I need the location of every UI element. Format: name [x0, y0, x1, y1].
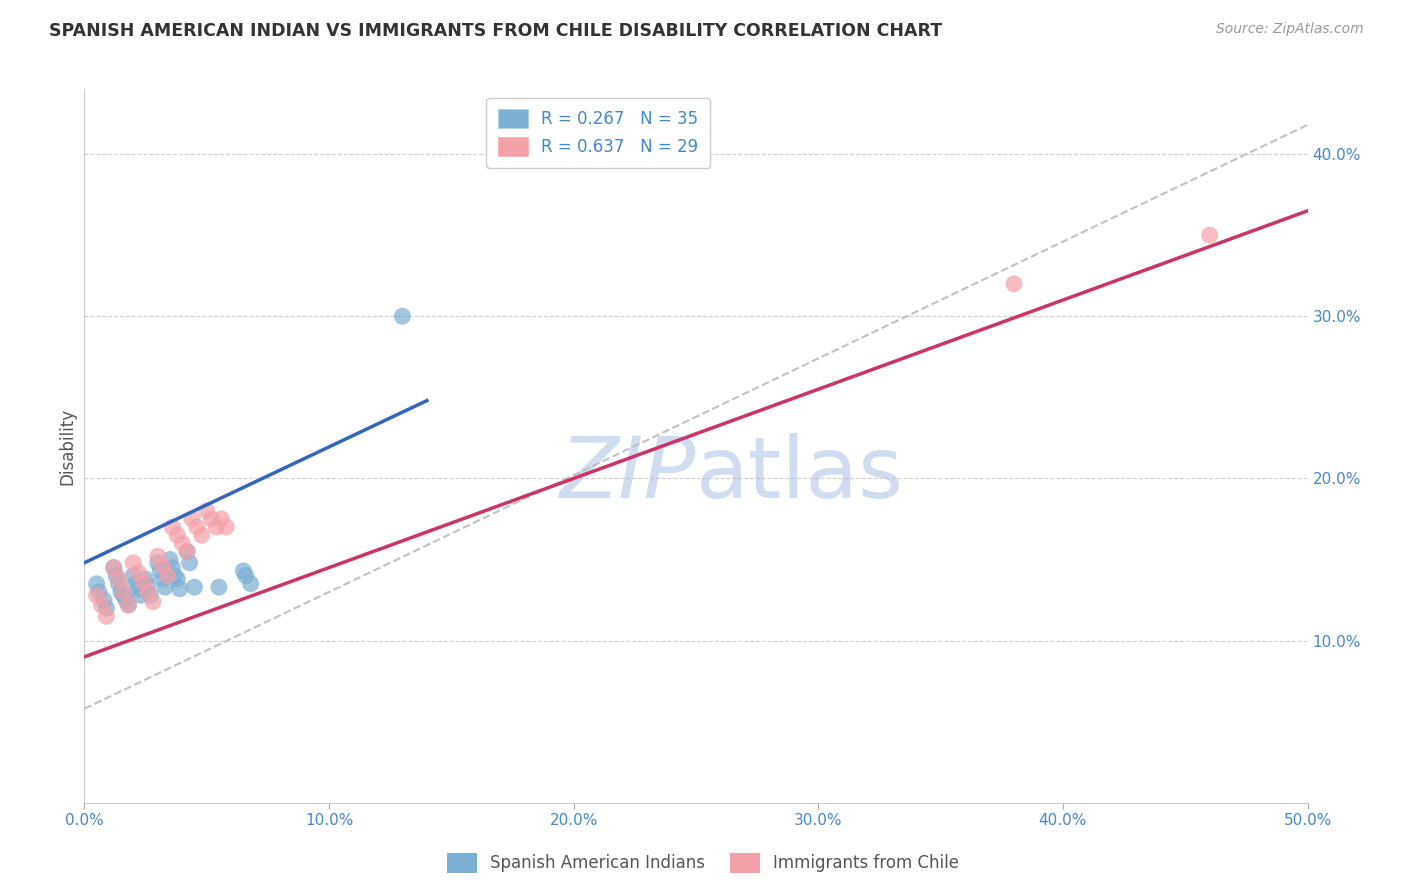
Point [112, 588, 135, 602]
Point [208, 580, 231, 594]
Point [117, 598, 139, 612]
Point [142, 595, 165, 609]
Point [122, 568, 145, 582]
Point [205, 520, 228, 534]
Point [103, 560, 125, 574]
Point [152, 572, 174, 586]
Point [115, 593, 138, 607]
Point [235, 568, 257, 582]
Point [117, 598, 139, 612]
Point [129, 588, 152, 602]
Point [132, 575, 155, 590]
Point [162, 560, 184, 574]
Point [215, 520, 238, 534]
Point [172, 536, 194, 550]
Point [86, 577, 108, 591]
Point [186, 520, 208, 534]
Point [181, 512, 204, 526]
Point [169, 582, 191, 596]
Point [112, 585, 135, 599]
Point [163, 568, 186, 582]
Point [176, 544, 198, 558]
Point [176, 544, 198, 558]
Text: ZIP: ZIP [560, 433, 696, 516]
Point [90, 598, 112, 612]
Point [87, 585, 110, 599]
Point [110, 585, 132, 599]
Point [183, 580, 205, 594]
Point [191, 528, 214, 542]
Point [93, 593, 115, 607]
Point [135, 572, 157, 586]
Point [125, 577, 148, 591]
Point [166, 528, 188, 542]
Y-axis label: Disability: Disability [58, 408, 76, 484]
Point [146, 549, 169, 564]
Point [162, 520, 184, 534]
Point [127, 582, 149, 596]
Point [122, 556, 145, 570]
Point [146, 556, 169, 570]
Point [156, 568, 179, 582]
Text: Source: ZipAtlas.com: Source: ZipAtlas.com [1216, 22, 1364, 37]
Legend: Spanish American Indians, Immigrants from Chile: Spanish American Indians, Immigrants fro… [440, 847, 966, 880]
Point [239, 577, 262, 591]
Point [136, 585, 159, 599]
Point [107, 572, 129, 586]
Point [153, 580, 176, 594]
Point [166, 572, 188, 586]
Point [195, 504, 218, 518]
Point [107, 577, 129, 591]
Point [149, 564, 172, 578]
Point [391, 310, 413, 324]
Point [139, 588, 162, 602]
Point [86, 588, 108, 602]
Point [1198, 228, 1220, 243]
Point [159, 552, 181, 566]
Point [96, 601, 118, 615]
Text: SPANISH AMERICAN INDIAN VS IMMIGRANTS FROM CHILE DISABILITY CORRELATION CHART: SPANISH AMERICAN INDIAN VS IMMIGRANTS FR… [49, 22, 942, 40]
Point [105, 568, 128, 582]
Legend: R = 0.267   N = 35, R = 0.637   N = 29: R = 0.267 N = 35, R = 0.637 N = 29 [486, 97, 710, 168]
Point [103, 560, 125, 574]
Text: atlas: atlas [696, 433, 904, 516]
Point [232, 564, 254, 578]
Point [96, 609, 118, 624]
Point [1002, 277, 1025, 291]
Point [179, 556, 201, 570]
Point [200, 512, 222, 526]
Point [209, 512, 232, 526]
Point [127, 566, 149, 580]
Point [136, 578, 159, 592]
Point [152, 559, 174, 574]
